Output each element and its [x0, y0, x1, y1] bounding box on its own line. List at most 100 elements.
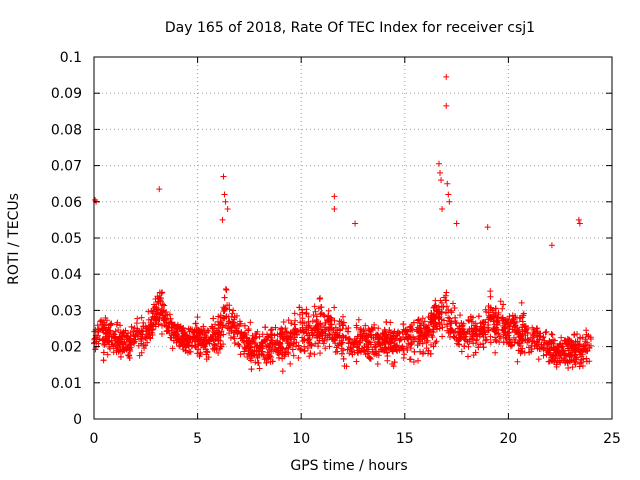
data-point — [243, 344, 250, 351]
data-point — [226, 302, 233, 309]
data-point — [451, 334, 458, 341]
data-point — [376, 339, 383, 346]
data-point — [374, 333, 381, 340]
data-point — [317, 350, 324, 357]
data-point — [445, 314, 452, 321]
data-point — [179, 343, 186, 350]
data-point — [424, 337, 431, 344]
data-point — [100, 357, 107, 364]
data-point — [170, 337, 177, 344]
y-tick-label: 0.08 — [51, 122, 82, 138]
data-point — [505, 332, 512, 339]
data-point — [499, 314, 506, 321]
data-point — [172, 332, 179, 339]
data-point — [438, 303, 445, 310]
data-point — [224, 206, 231, 213]
data-point — [373, 351, 380, 358]
data-point — [302, 326, 309, 333]
data-point — [221, 307, 228, 314]
data-point — [252, 359, 259, 366]
data-point — [331, 206, 338, 213]
data-point — [347, 345, 354, 352]
data-point — [230, 307, 237, 314]
y-tick-label: 0.04 — [51, 267, 82, 283]
data-point — [575, 216, 582, 223]
data-point — [291, 310, 298, 317]
data-point — [571, 331, 578, 338]
data-point — [353, 322, 360, 329]
data-point — [305, 318, 312, 325]
data-point — [237, 320, 244, 327]
data-point — [271, 341, 278, 348]
data-point — [229, 310, 236, 317]
data-point — [307, 350, 314, 357]
data-point — [465, 317, 472, 324]
data-point — [318, 310, 325, 317]
data-point — [443, 297, 450, 304]
y-axis-label: ROTI / TECUs — [6, 193, 22, 285]
data-point — [145, 333, 152, 340]
data-point — [488, 313, 495, 320]
data-point — [301, 348, 308, 355]
y-tick-label: 0 — [73, 412, 82, 428]
data-point — [231, 340, 238, 347]
data-point — [571, 359, 578, 366]
data-point — [538, 341, 545, 348]
data-point — [248, 366, 255, 373]
data-point — [219, 324, 226, 331]
data-point — [215, 313, 222, 320]
data-point — [416, 325, 423, 332]
data-point — [548, 331, 555, 338]
data-point — [492, 349, 499, 356]
data-point — [391, 359, 398, 366]
data-point — [553, 349, 560, 356]
data-point — [548, 242, 555, 249]
data-point — [200, 323, 207, 330]
data-point — [438, 177, 445, 184]
data-point — [315, 321, 322, 328]
data-point — [116, 333, 123, 340]
data-point — [565, 339, 572, 346]
data-point — [445, 191, 452, 198]
data-point — [256, 344, 263, 351]
data-point — [153, 304, 160, 311]
data-point — [95, 328, 102, 335]
data-point — [138, 331, 145, 338]
data-point — [588, 342, 595, 349]
data-point — [127, 347, 134, 354]
data-point — [537, 330, 544, 337]
data-point — [245, 348, 252, 355]
data-point — [331, 304, 338, 311]
data-point — [475, 313, 482, 320]
data-point — [362, 351, 369, 358]
data-point — [437, 169, 444, 176]
data-point — [444, 180, 451, 187]
data-point — [433, 308, 440, 315]
data-point — [484, 224, 491, 231]
data-point — [514, 358, 521, 365]
data-point — [561, 337, 568, 344]
data-point — [506, 313, 513, 320]
data-point — [400, 321, 407, 328]
data-point — [436, 325, 443, 332]
data-point — [415, 338, 422, 345]
data-point — [221, 191, 228, 198]
data-point — [217, 343, 224, 350]
data-point — [408, 325, 415, 332]
data-point — [108, 320, 115, 327]
data-point — [175, 335, 182, 342]
data-point — [421, 318, 428, 325]
data-point — [420, 322, 427, 329]
data-point — [221, 294, 228, 301]
data-point — [571, 346, 578, 353]
data-point — [164, 312, 171, 319]
data-point — [309, 318, 316, 325]
data-point — [100, 349, 107, 356]
data-point — [497, 298, 504, 305]
data-point — [428, 341, 435, 348]
data-point — [446, 198, 453, 205]
data-point — [423, 339, 430, 346]
data-point — [345, 339, 352, 346]
data-point — [106, 332, 113, 339]
